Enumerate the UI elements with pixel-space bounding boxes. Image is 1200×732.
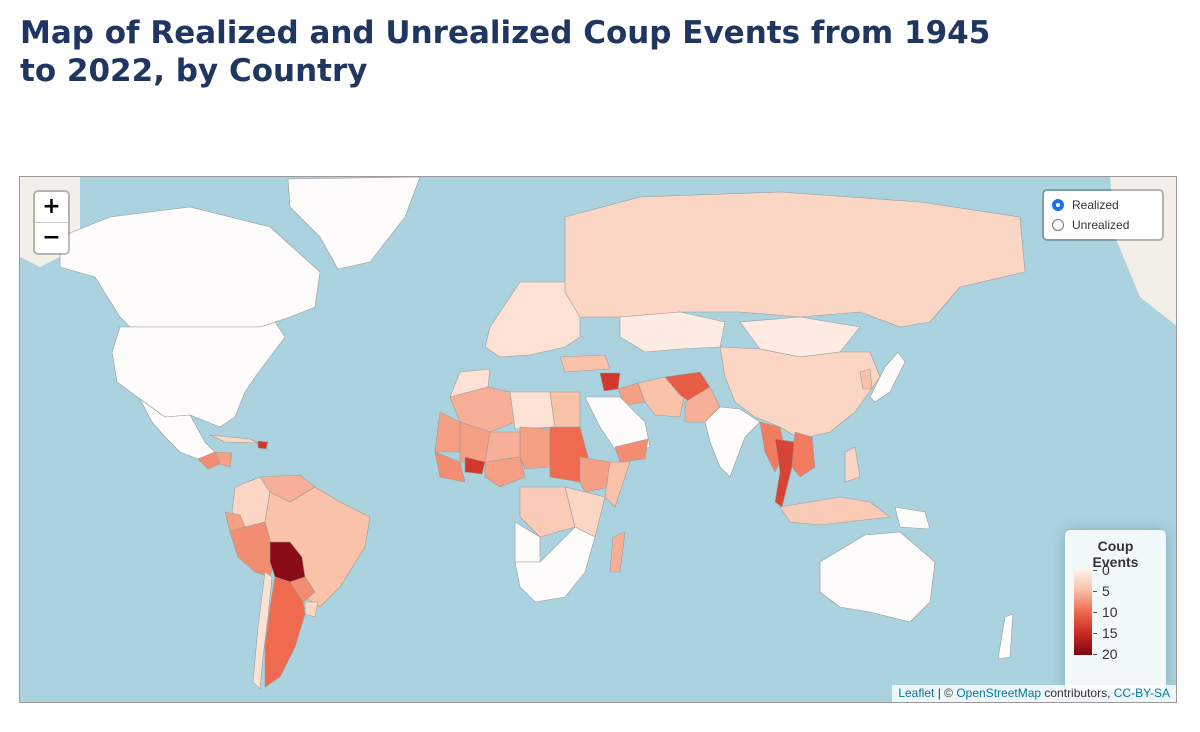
layer-control: Realized Unrealized	[1042, 189, 1164, 241]
country-saudi-arabia	[584, 396, 651, 458]
legend-tick	[1093, 591, 1097, 592]
country-chile	[252, 571, 273, 690]
legend-tick	[1093, 633, 1097, 634]
page-title: Map of Realized and Unrealized Coup Even…	[20, 15, 991, 89]
country-southern-africa	[514, 526, 596, 603]
zoom-out-button[interactable]: −	[35, 222, 68, 253]
country-egypt	[549, 391, 581, 428]
country-madagascar	[609, 531, 626, 573]
country-burkina-faso	[464, 456, 486, 475]
country-east-africa	[564, 486, 606, 538]
country-honduras	[214, 451, 233, 468]
country-somalia	[604, 461, 631, 508]
openstreetmap-link[interactable]: OpenStreetMap	[956, 686, 1042, 700]
leaflet-link[interactable]: Leaflet	[898, 686, 935, 700]
country-chad	[519, 426, 551, 470]
layer-option-unrealized[interactable]: Unrealized	[1052, 215, 1156, 235]
unrealized-radio[interactable]	[1052, 219, 1064, 231]
country-china	[719, 346, 881, 440]
legend-label: 15	[1102, 625, 1118, 641]
country-argentina	[264, 576, 306, 688]
legend-tick	[1093, 654, 1097, 655]
realized-radio[interactable]	[1052, 199, 1064, 211]
country-kazakhstan	[619, 311, 726, 353]
country-europe	[484, 281, 581, 358]
unrealized-label: Unrealized	[1072, 218, 1130, 232]
country-new-zealand	[997, 613, 1014, 660]
country-united-states	[111, 321, 286, 428]
country-uruguay	[304, 601, 319, 618]
legend-tick	[1093, 612, 1097, 613]
attribution-contributors: contributors,	[1041, 686, 1114, 700]
country-yemen	[614, 438, 649, 463]
zoom-in-button[interactable]: +	[42, 194, 61, 219]
country-shapes	[59, 177, 1026, 690]
country-libya	[509, 391, 556, 430]
country-indonesia	[779, 496, 891, 526]
map-attribution: Leaflet | © OpenStreetMap contributors, …	[892, 685, 1176, 702]
country-australia	[819, 531, 936, 623]
country-turkey	[559, 354, 611, 373]
legend-label: 5	[1102, 583, 1110, 599]
country-india	[704, 406, 761, 478]
license-link[interactable]: CC-BY-SA	[1113, 686, 1170, 700]
country-philippines	[844, 446, 861, 483]
legend-label: 0	[1102, 562, 1110, 578]
layer-option-realized[interactable]: Realized	[1052, 195, 1156, 215]
country-haiti	[257, 440, 269, 450]
legend-title: Coup Events	[1092, 538, 1139, 570]
legend-label: 10	[1102, 604, 1118, 620]
legend-tick	[1093, 570, 1097, 571]
country-nigeria	[484, 456, 526, 488]
country-papua-new-guinea	[894, 506, 931, 530]
country-indochina	[791, 431, 816, 478]
map-canvas[interactable]	[20, 177, 1177, 703]
country-guinea	[434, 451, 466, 483]
attribution-separator: | ©	[934, 686, 957, 700]
country-korea	[859, 368, 873, 390]
country-dr-congo	[519, 486, 576, 538]
legend: Coup Events 0 5 10 15 20	[1065, 530, 1166, 692]
country-japan	[869, 351, 906, 403]
country-ethiopia	[579, 456, 611, 493]
country-greenland	[287, 177, 421, 270]
zoom-control: + −	[33, 190, 70, 255]
legend-label: 20	[1102, 646, 1118, 662]
legend-color-ramp	[1074, 568, 1092, 655]
map[interactable]: + − Realized Unrealized Coup Events 0 5 …	[19, 176, 1177, 703]
realized-label: Realized	[1072, 198, 1119, 212]
